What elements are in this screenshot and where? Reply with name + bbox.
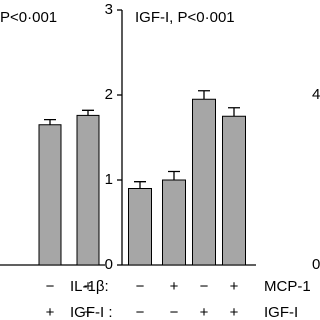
- bar: [192, 98, 216, 266]
- bar: [222, 115, 246, 266]
- factor-level: +: [46, 304, 55, 320]
- y-tick-label: 1: [105, 171, 113, 188]
- factor-level: +: [230, 278, 239, 295]
- factor-level: +: [84, 304, 93, 320]
- factor-level: +: [170, 278, 179, 295]
- factor-level: −: [200, 278, 209, 295]
- error-bar: [228, 107, 240, 117]
- error-bar: [168, 170, 180, 180]
- factor-name: IL-1β:: [70, 278, 109, 295]
- y-tick-label: 4: [312, 86, 320, 103]
- factor-level: −: [46, 278, 55, 295]
- factor-level: −: [136, 278, 145, 295]
- factor-name: MCP-1: [264, 278, 311, 295]
- factor-level: −: [170, 304, 179, 320]
- bar: [162, 179, 186, 266]
- y-tick-label: 0: [105, 256, 113, 273]
- y-tick-label: 3: [105, 1, 113, 18]
- bar: [128, 188, 152, 266]
- error-bar: [134, 181, 146, 189]
- factor-name: IGF-I :: [70, 304, 113, 320]
- panel-title: IGF-I, P<0·001: [135, 9, 235, 26]
- factor-level: −: [136, 304, 145, 320]
- factor-level: +: [84, 278, 93, 295]
- error-bar: [198, 90, 210, 100]
- y-tick-label: 2: [105, 86, 113, 103]
- factor-name: IGF-I: [264, 304, 298, 320]
- y-tick-label: 0: [312, 256, 320, 273]
- factor-level: +: [230, 304, 239, 320]
- error-bar: [82, 109, 94, 116]
- bar: [38, 124, 62, 266]
- panel-title: P<0·001: [0, 9, 57, 26]
- error-bar: [44, 119, 56, 125]
- bar: [76, 114, 100, 266]
- factor-level: +: [200, 304, 209, 320]
